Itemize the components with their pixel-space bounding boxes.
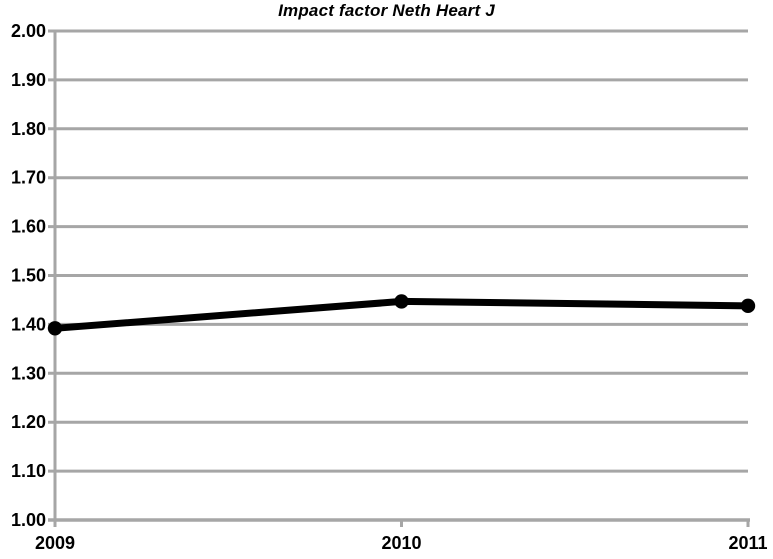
chart-title: Impact factor Neth Heart J	[278, 1, 495, 20]
x-axis-tick-label: 2010	[381, 533, 421, 553]
y-axis-tick-label: 1.70	[11, 168, 46, 188]
y-axis-tick-label: 1.50	[11, 266, 46, 286]
y-axis-tick-label: 1.40	[11, 314, 46, 334]
y-axis-tick-label: 1.10	[11, 461, 46, 481]
y-axis-tick-label: 1.60	[11, 217, 46, 237]
data-point	[740, 298, 756, 314]
x-axis-tick-label: 2011	[728, 533, 767, 553]
x-axis-tick-label: 2009	[35, 533, 75, 553]
y-axis-tick-label: 1.90	[11, 70, 46, 90]
data-point	[394, 294, 409, 309]
y-axis-tick-label: 1.00	[11, 510, 46, 530]
y-axis-tick-label: 1.20	[11, 412, 46, 432]
data-point	[47, 321, 63, 336]
y-axis-tick-label: 1.80	[11, 119, 46, 139]
y-axis-tick-label: 1.30	[11, 363, 46, 383]
y-axis-tick-label: 2.00	[11, 21, 46, 41]
